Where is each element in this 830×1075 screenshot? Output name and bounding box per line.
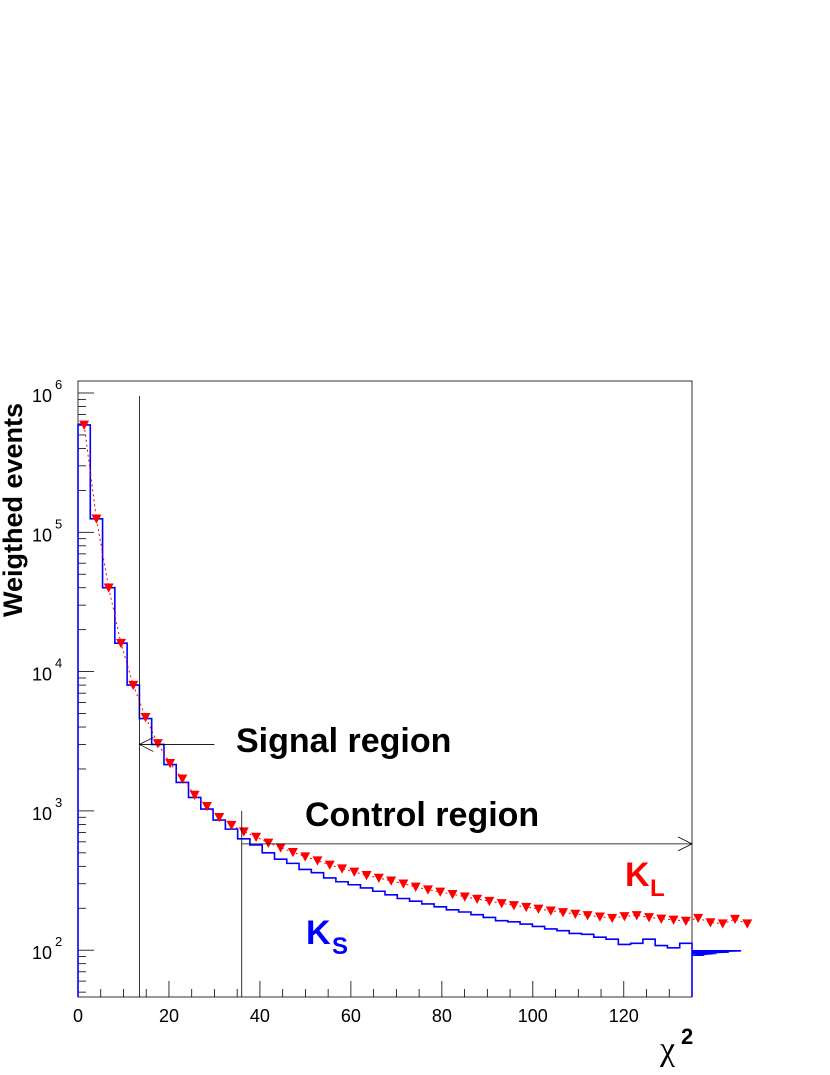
region-label: Control region bbox=[305, 796, 539, 834]
series-kl-point bbox=[140, 713, 151, 723]
series-kl-point bbox=[582, 911, 593, 921]
series-kl-point bbox=[128, 680, 139, 691]
series-label-sub: L bbox=[650, 875, 665, 902]
series-kl-point bbox=[214, 813, 225, 823]
y-tick-label-base: 10 bbox=[32, 665, 52, 685]
series-kl-point bbox=[386, 876, 397, 886]
series-label-base: K bbox=[306, 914, 331, 952]
x-tick-label: 60 bbox=[341, 1006, 361, 1026]
series-kl-point bbox=[312, 856, 323, 866]
series-kl-point bbox=[251, 832, 262, 842]
series-kl-point bbox=[594, 912, 605, 922]
series-kl-point bbox=[79, 420, 90, 430]
series-kl-point bbox=[91, 514, 102, 524]
series-kl-dotted-line bbox=[83, 424, 748, 925]
series-kl-point bbox=[398, 879, 409, 889]
series-kl-point bbox=[521, 902, 532, 913]
x-tick-label: 0 bbox=[73, 1006, 83, 1026]
x-tick-label: 40 bbox=[250, 1006, 270, 1026]
series-kl-point bbox=[717, 919, 728, 929]
x-tick-label: 80 bbox=[432, 1006, 452, 1026]
series-kl-point bbox=[496, 899, 507, 909]
series-kl-point bbox=[349, 867, 360, 877]
x-tick-label: 120 bbox=[609, 1006, 639, 1026]
series-kl-point bbox=[484, 896, 495, 907]
series-kl-point bbox=[410, 882, 421, 892]
series-kl-point bbox=[238, 827, 249, 837]
series-kl-point bbox=[742, 919, 753, 929]
y-axis-label: Weigthed events bbox=[0, 403, 28, 617]
series-kl-point bbox=[189, 790, 200, 801]
series-kl-point bbox=[607, 913, 618, 924]
series-kl-point bbox=[152, 739, 163, 749]
series-kl-point bbox=[533, 904, 544, 914]
series-kl-point bbox=[361, 871, 372, 881]
series-kl-point bbox=[337, 864, 348, 874]
series-kl-point bbox=[619, 912, 630, 922]
series-kl-point bbox=[668, 915, 679, 925]
series-kl-point bbox=[447, 890, 458, 900]
series-kl-point bbox=[287, 847, 298, 858]
series-kl-point bbox=[300, 852, 311, 862]
series-kl-point bbox=[275, 843, 286, 853]
series-kl-point bbox=[570, 909, 581, 919]
y-tick-label-exp: 2 bbox=[55, 934, 62, 949]
series-kl-point bbox=[656, 914, 667, 924]
series-kl-point bbox=[226, 820, 237, 831]
region-label: Signal region bbox=[236, 722, 451, 760]
series-label-base: K bbox=[625, 856, 650, 894]
series-kl-point bbox=[558, 908, 569, 918]
series-kl-point bbox=[115, 638, 126, 649]
series-kl-point bbox=[693, 913, 704, 924]
y-tick-label-exp: 3 bbox=[55, 795, 62, 810]
y-tick-label-exp: 4 bbox=[55, 656, 62, 671]
data-layer bbox=[77, 420, 753, 997]
y-tick-label-base: 10 bbox=[32, 943, 52, 963]
series-kl-point bbox=[373, 873, 384, 883]
region-arrow-head bbox=[138, 737, 154, 752]
series-kl-point bbox=[422, 885, 433, 895]
y-tick-label-exp: 5 bbox=[55, 516, 62, 531]
y-tick-label-base: 10 bbox=[32, 386, 52, 406]
series-label-sub: S bbox=[332, 933, 348, 960]
series-kl-point bbox=[201, 801, 212, 812]
region-arrow-head bbox=[677, 836, 693, 852]
x-tick-label: 100 bbox=[518, 1006, 548, 1026]
series-kl-point bbox=[508, 901, 519, 911]
series-kl-point bbox=[165, 758, 176, 769]
series-kl-point bbox=[545, 906, 556, 916]
x-tick-label: 20 bbox=[159, 1006, 179, 1026]
series-kl-point bbox=[644, 913, 655, 923]
y-tick-label-exp: 6 bbox=[55, 377, 62, 392]
plot-frame bbox=[77, 380, 693, 998]
series-kl-point bbox=[705, 918, 716, 928]
series-ks-step-line bbox=[77, 424, 742, 997]
x-axis-label-sup: 2 bbox=[681, 1024, 693, 1049]
series-kl-point bbox=[680, 916, 691, 927]
series-kl-point bbox=[324, 860, 335, 870]
y-tick-label-base: 10 bbox=[32, 525, 52, 545]
series-kl-point bbox=[263, 838, 274, 848]
series-kl-point bbox=[631, 911, 642, 921]
series-kl-point bbox=[729, 914, 740, 925]
series-kl-point bbox=[103, 583, 114, 593]
x-axis-label-base: χ bbox=[659, 1031, 675, 1068]
series-kl-point bbox=[459, 892, 470, 902]
series-kl-point bbox=[435, 887, 446, 897]
series-kl-point bbox=[177, 774, 188, 784]
y-tick-label-base: 10 bbox=[32, 804, 52, 824]
series-kl-point bbox=[472, 894, 483, 905]
x-axis-label: χ 2 bbox=[659, 1024, 693, 1068]
